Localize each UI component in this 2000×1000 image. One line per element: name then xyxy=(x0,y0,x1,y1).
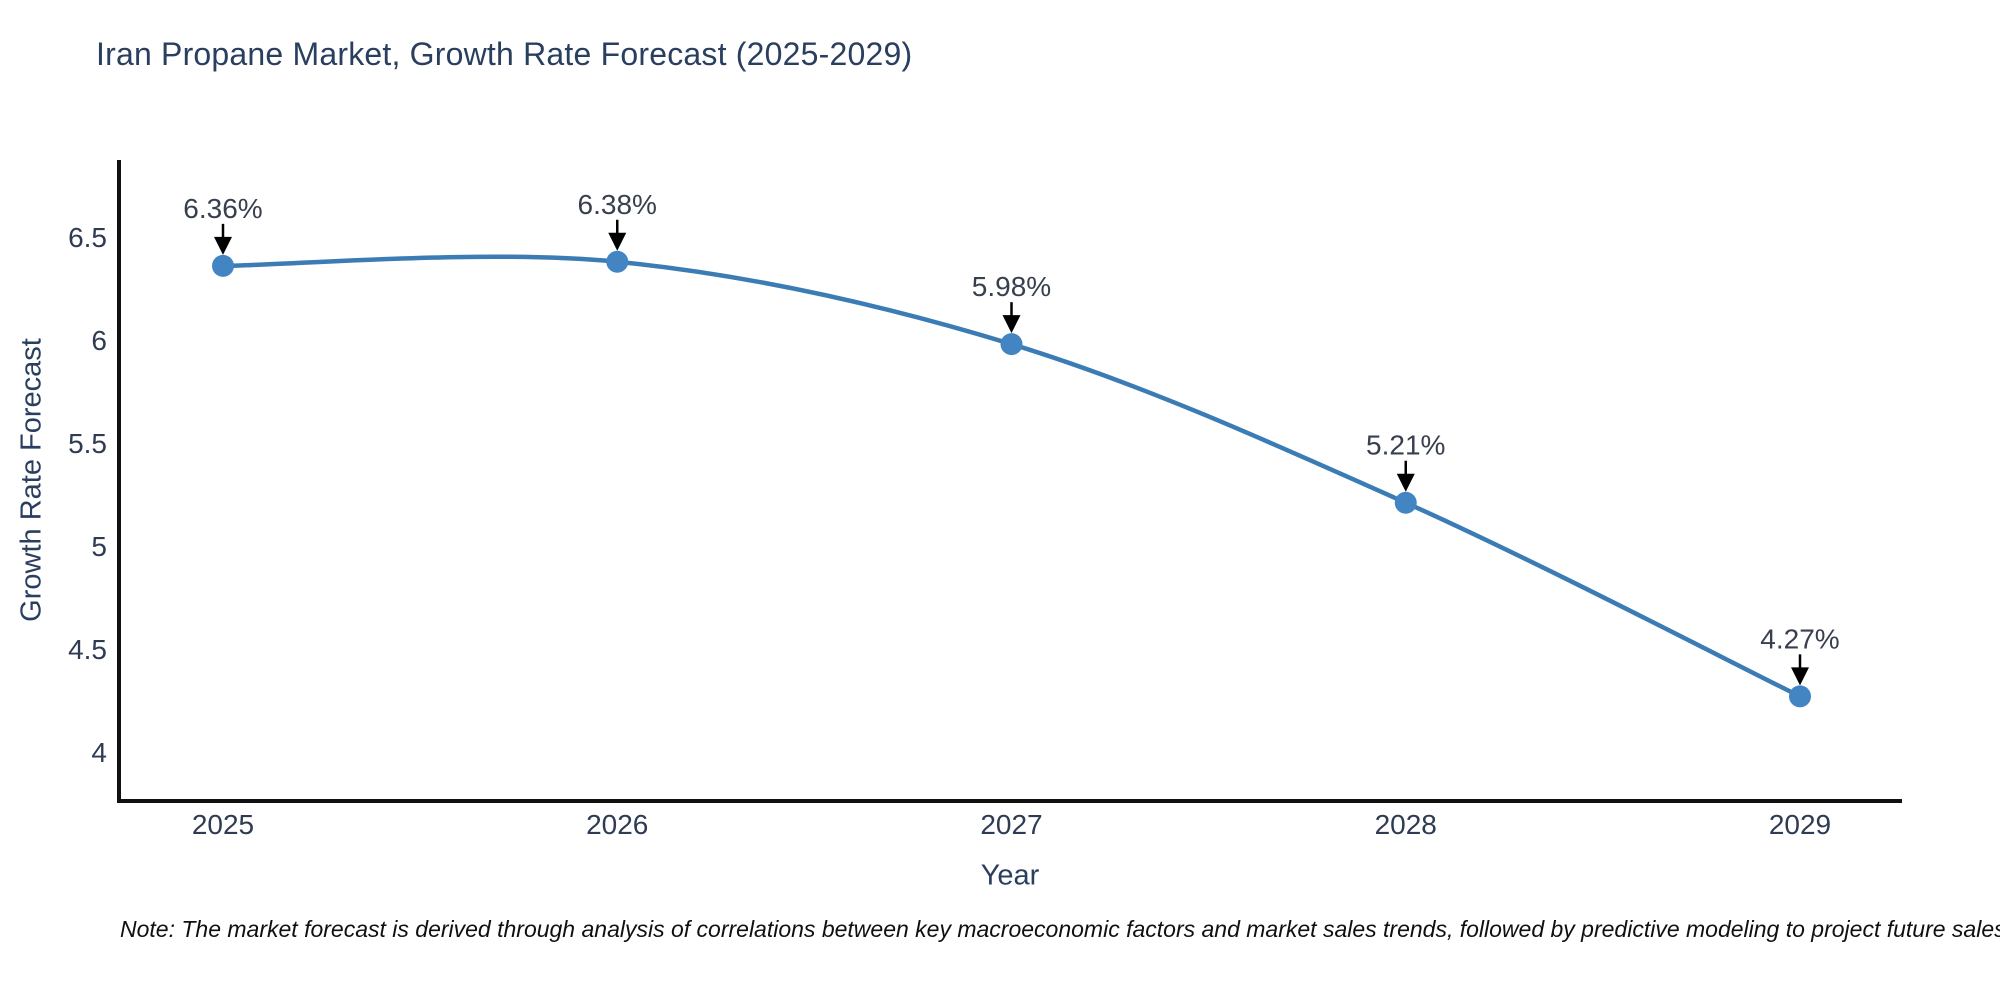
chart-title: Iran Propane Market, Growth Rate Forecas… xyxy=(96,36,913,72)
point-value-label: 6.38% xyxy=(578,189,657,220)
data-point-marker[interactable] xyxy=(1000,333,1023,356)
x-tick-label: 2026 xyxy=(586,809,648,840)
y-tick-label: 6.5 xyxy=(68,222,107,253)
annotation-arrowhead-icon xyxy=(608,232,627,251)
x-tick-label: 2025 xyxy=(192,809,254,840)
x-tick-label: 2027 xyxy=(980,809,1042,840)
x-tick-label: 2028 xyxy=(1375,809,1437,840)
data-point-marker[interactable] xyxy=(1789,685,1811,708)
annotation-arrowhead-icon xyxy=(1791,667,1809,686)
annotation-arrowhead-icon xyxy=(1396,473,1415,492)
annotation-arrowhead-icon xyxy=(214,236,232,255)
point-value-label: 5.98% xyxy=(972,271,1051,302)
data-point-marker[interactable] xyxy=(212,254,234,277)
y-axis-title: Growth Rate Forecast xyxy=(15,338,48,622)
point-value-label: 5.21% xyxy=(1366,430,1445,461)
y-tick-label: 5 xyxy=(91,531,107,562)
data-point-marker[interactable] xyxy=(1394,491,1417,514)
y-tick-label: 4.5 xyxy=(68,634,107,665)
data-point-marker[interactable] xyxy=(606,250,629,273)
annotation-arrowhead-icon xyxy=(1002,315,1021,334)
y-tick-label: 6 xyxy=(91,325,107,356)
y-tick-label: 4 xyxy=(91,737,107,768)
point-value-label: 6.36% xyxy=(183,193,262,224)
x-axis-title: Year xyxy=(980,859,1040,892)
y-tick-label: 5.5 xyxy=(68,428,107,459)
point-value-label: 4.27% xyxy=(1760,623,1839,654)
footnote: Note: The market forecast is derived thr… xyxy=(120,916,2000,942)
x-tick-label: 2029 xyxy=(1769,809,1831,840)
